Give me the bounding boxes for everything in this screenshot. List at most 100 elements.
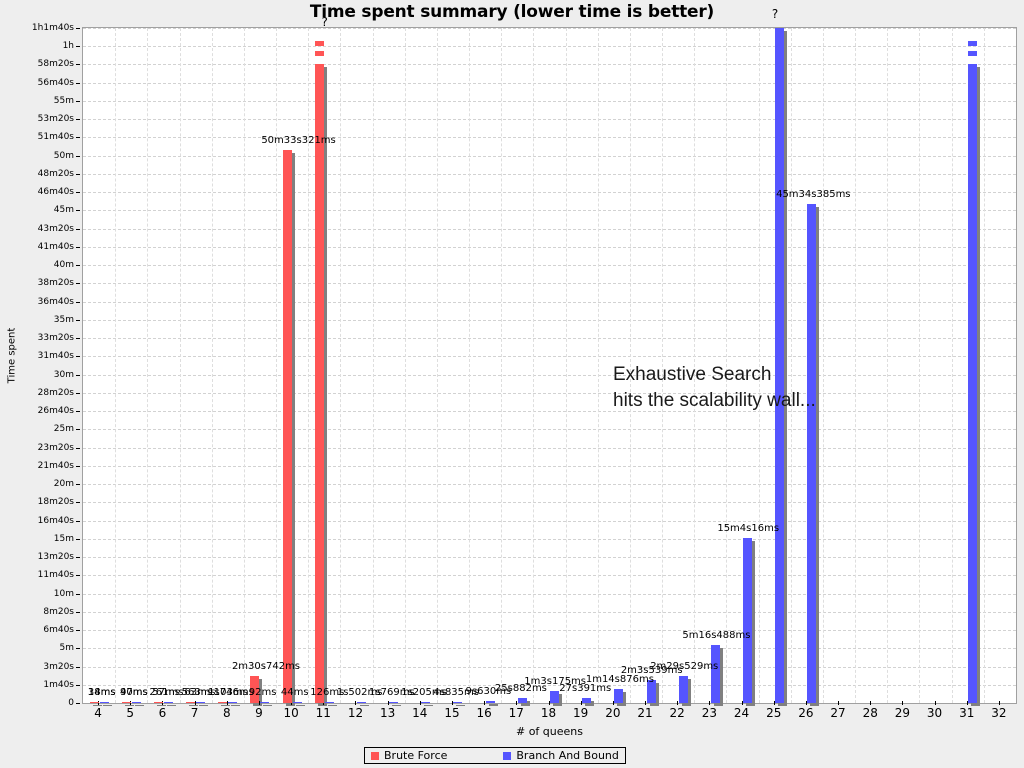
x-axis-tick-label: 15 xyxy=(444,706,460,720)
gridline-horizontal xyxy=(83,173,1016,175)
x-axis-tick-label: 5 xyxy=(126,706,135,720)
bar-brute-force-9[interactable] xyxy=(250,675,263,706)
gridline-horizontal xyxy=(83,392,1016,394)
bar-brute-force-6[interactable] xyxy=(153,702,166,706)
x-axis-tick-mark xyxy=(838,701,840,705)
bar-branch-and-bound-17[interactable] xyxy=(517,698,530,706)
y-axis-tick-label: 25m xyxy=(53,424,74,435)
bar-branch-and-bound-23[interactable] xyxy=(710,645,723,706)
bar-fill xyxy=(453,702,463,703)
gridline-horizontal xyxy=(83,593,1016,595)
bar-value-label: 18ms xyxy=(87,687,116,699)
bar-value-label: 44ms xyxy=(280,687,309,699)
gridline-horizontal xyxy=(83,447,1016,449)
gridline-horizontal xyxy=(83,283,1016,285)
bar-branch-and-bound-4[interactable] xyxy=(99,702,112,706)
bar-fill xyxy=(218,702,228,703)
x-axis-tick-mark xyxy=(902,701,904,705)
y-axis-tick-label: 20m xyxy=(53,479,74,490)
bar-branch-and-bound-15[interactable] xyxy=(453,702,466,706)
x-axis-tick-label: 17 xyxy=(508,706,524,720)
x-axis-tick-label: 28 xyxy=(862,706,878,720)
bar-branch-and-bound-14[interactable] xyxy=(421,702,434,706)
x-axis-tick-mark xyxy=(451,701,453,705)
bar-branch-and-bound-9[interactable] xyxy=(260,702,273,706)
bar-branch-and-bound-8[interactable] xyxy=(228,702,241,706)
bar-branch-and-bound-16[interactable] xyxy=(485,701,498,706)
bar-value-label: 63ms xyxy=(184,687,213,699)
bar-branch-and-bound-21[interactable] xyxy=(646,680,659,706)
bar-brute-force-8[interactable] xyxy=(218,702,231,706)
gridline-vertical xyxy=(340,28,342,703)
legend-item-branch-and-bound[interactable]: Branch And Bound xyxy=(503,749,619,762)
y-axis-tick-label: 31m40s xyxy=(37,351,74,362)
bar-brute-force-4[interactable] xyxy=(89,702,102,706)
gridline-vertical xyxy=(404,28,406,703)
gridline-horizontal xyxy=(83,137,1016,139)
y-axis-tick-mark xyxy=(76,28,80,29)
gridline-vertical xyxy=(822,28,824,703)
bar-branch-and-bound-20[interactable] xyxy=(614,689,627,706)
bar-fill xyxy=(389,702,399,703)
bar-brute-force-11[interactable] xyxy=(314,36,327,706)
bar-branch-and-bound-18[interactable] xyxy=(550,691,562,706)
bar-branch-and-bound-5[interactable] xyxy=(131,702,144,706)
bar-branch-and-bound-6[interactable] xyxy=(163,702,176,706)
bar-fill xyxy=(743,538,753,703)
y-axis-tick-mark xyxy=(76,666,80,668)
bar-brute-force-10[interactable] xyxy=(282,149,295,706)
bar-branch-and-bound-26[interactable] xyxy=(807,204,820,706)
bar-branch-and-bound-31[interactable] xyxy=(968,36,981,706)
bar-value-label: 1m3s175ms xyxy=(524,676,587,688)
y-axis-tick-label: 16m40s xyxy=(37,515,74,526)
bar-value-label: 1s502ms xyxy=(336,687,383,699)
x-axis-tick-mark xyxy=(130,701,132,705)
bar-branch-and-bound-24[interactable] xyxy=(743,538,756,706)
x-axis-tick-mark xyxy=(291,701,293,705)
bar-fill xyxy=(292,702,302,703)
x-axis-tick-label: 21 xyxy=(637,706,653,720)
x-axis-tick-mark xyxy=(258,701,260,705)
x-axis-tick-label: 13 xyxy=(379,706,396,720)
y-axis-tick-label: 40m xyxy=(53,260,74,271)
bar-brute-force-7[interactable] xyxy=(186,702,199,706)
y-axis-tick-mark xyxy=(76,411,80,413)
x-axis-tick-label: 27 xyxy=(830,706,846,720)
y-axis-tick-label: 56m40s xyxy=(37,77,74,88)
x-axis-tick-label: 19 xyxy=(573,706,589,720)
legend-item-brute-force[interactable]: Brute Force xyxy=(371,749,447,762)
gridline-horizontal xyxy=(83,192,1016,194)
gridline-vertical xyxy=(372,28,374,703)
bar-value-label: 2m3s539ms xyxy=(620,665,683,677)
bar-value-label: 2m29s529ms xyxy=(650,660,719,672)
bar-fill xyxy=(186,702,196,703)
bar-branch-and-bound-7[interactable] xyxy=(196,702,209,706)
bar-brute-force-5[interactable] xyxy=(121,702,134,706)
y-axis-tick-mark xyxy=(76,210,80,212)
bar-fill xyxy=(356,702,366,703)
bar-fill xyxy=(196,702,206,703)
bar-fill xyxy=(163,702,173,703)
x-axis-tick-mark xyxy=(998,701,1000,705)
y-axis-tick-mark xyxy=(76,173,80,175)
bar-branch-and-bound-25[interactable] xyxy=(775,28,788,706)
y-axis-tick-label: 53m20s xyxy=(37,114,74,125)
y-axis-tick-label: 41m40s xyxy=(37,241,74,252)
x-axis-tick-label: 32 xyxy=(991,706,1007,720)
gridline-horizontal xyxy=(83,338,1016,340)
bar-branch-and-bound-22[interactable] xyxy=(678,675,691,706)
bar-fill xyxy=(89,702,99,703)
x-axis-tick-mark xyxy=(98,701,100,705)
y-axis-tick-mark xyxy=(76,301,80,303)
bar-branch-and-bound-12[interactable] xyxy=(356,702,369,706)
gridline-horizontal xyxy=(83,301,1016,303)
bar-branch-and-bound-11[interactable] xyxy=(324,702,337,706)
bar-branch-and-bound-19[interactable] xyxy=(582,698,595,706)
x-axis-tick-mark xyxy=(162,701,164,705)
gridline-horizontal xyxy=(83,429,1016,431)
y-axis-tick-mark xyxy=(76,82,80,84)
bar-branch-and-bound-10[interactable] xyxy=(292,702,305,706)
y-axis-tick-label: 55m xyxy=(53,95,74,106)
gridline-vertical xyxy=(147,28,149,703)
bar-branch-and-bound-13[interactable] xyxy=(389,702,402,706)
